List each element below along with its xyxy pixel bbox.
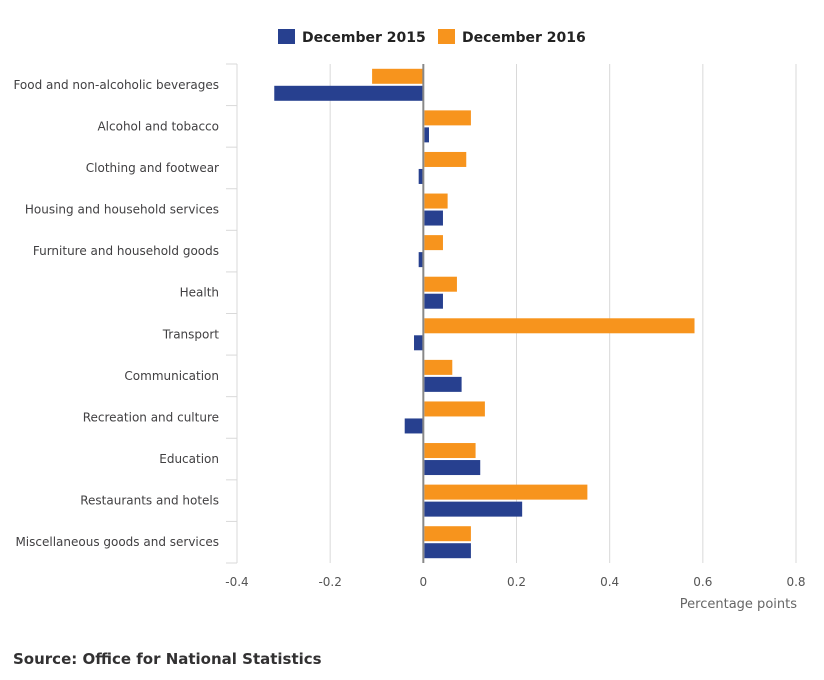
category-label: Furniture and household goods — [33, 244, 219, 258]
category-label: Alcohol and tobacco — [97, 119, 219, 133]
x-tick-label: 0.2 — [507, 575, 526, 589]
bar-december-2015 — [424, 210, 443, 226]
category-label: Housing and household services — [25, 203, 219, 217]
bar-december-2016 — [424, 318, 695, 334]
category-label: Food and non-alcoholic beverages — [13, 78, 219, 92]
category-label: Communication — [124, 369, 219, 383]
bar-december-2015 — [424, 376, 462, 392]
category-label: Education — [159, 452, 219, 466]
bar-december-2015 — [274, 85, 424, 101]
bar-december-2015 — [424, 293, 443, 309]
bar-december-2016 — [424, 193, 448, 209]
bar-december-2015 — [404, 418, 424, 434]
legend-label-2016: December 2016 — [462, 30, 586, 46]
bar-december-2015 — [418, 168, 424, 184]
bar-december-2015 — [424, 127, 429, 143]
category-label: Miscellaneous goods and services — [15, 535, 219, 549]
chart: December 2015 December 2016 Food and non… — [13, 29, 806, 612]
bar-december-2015 — [424, 543, 471, 559]
legend-swatch-2015 — [278, 29, 295, 44]
x-tick-label: 0.4 — [600, 575, 619, 589]
x-axis-title: Percentage points — [680, 597, 797, 612]
bar-december-2015 — [424, 501, 523, 517]
bars — [274, 68, 695, 559]
bar-december-2016 — [424, 526, 471, 542]
category-label: Recreation and culture — [83, 410, 219, 424]
legend-swatch-2016 — [438, 29, 455, 44]
bar-december-2015 — [424, 460, 481, 476]
category-label: Clothing and footwear — [86, 161, 219, 175]
bar-december-2015 — [414, 335, 424, 351]
legend-label-2015: December 2015 — [302, 30, 426, 46]
x-tick-label: -0.4 — [225, 575, 248, 589]
category-label: Restaurants and hotels — [80, 494, 219, 508]
category-label: Transport — [162, 327, 220, 341]
bar-december-2016 — [424, 401, 485, 417]
bar-december-2016 — [424, 235, 443, 251]
bar-december-2016 — [424, 484, 588, 500]
x-tick-label: 0.6 — [693, 575, 712, 589]
bar-december-2016 — [424, 276, 457, 292]
bar-december-2015 — [418, 252, 424, 268]
category-axis: Food and non-alcoholic beverages Alcohol … — [13, 63, 238, 564]
legend: December 2015 December 2016 — [278, 29, 586, 46]
source-note: Source: Office for National Statistics — [13, 650, 322, 668]
x-tick-label: 0 — [420, 575, 428, 589]
bar-december-2016 — [424, 359, 453, 375]
x-tick-label: 0.8 — [786, 575, 805, 589]
bar-december-2016 — [424, 443, 476, 459]
x-tick-label: -0.2 — [318, 575, 341, 589]
bar-december-2016 — [372, 68, 424, 84]
bar-december-2016 — [424, 151, 467, 167]
category-label: Health — [180, 286, 219, 300]
bar-december-2016 — [424, 110, 471, 126]
x-axis-ticks: -0.4 -0.2 0 0.2 0.4 0.6 0.8 — [225, 575, 805, 589]
